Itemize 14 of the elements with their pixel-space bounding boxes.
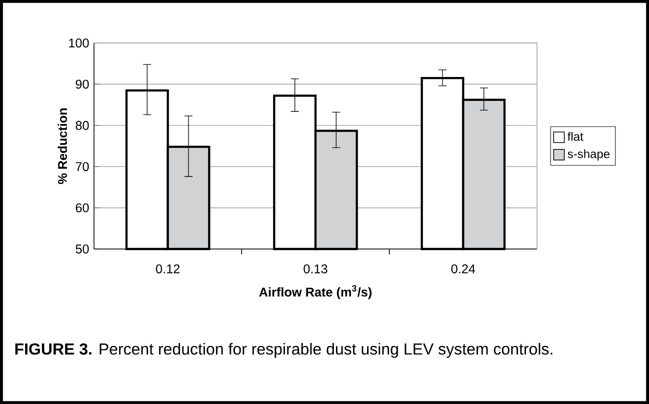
x-axis-title: Airflow Rate (m$^{3}$/s) xyxy=(259,285,372,300)
legend-label: s-shape xyxy=(568,149,610,161)
y-tick-label: 50 xyxy=(76,244,89,254)
y-tick-label: 80 xyxy=(76,120,89,130)
legend-label: flat xyxy=(568,132,584,141)
y-tick-label: 90 xyxy=(76,80,89,89)
y-tick-label: 100 xyxy=(69,38,89,48)
y-tick-label: 70 xyxy=(76,162,89,172)
x-tick-label: 0.12 xyxy=(156,264,180,274)
y-tick-label: 60 xyxy=(76,203,89,212)
x-tick-label: 0.13 xyxy=(304,264,328,274)
x-tick-label: 0.24 xyxy=(451,264,476,274)
y-axis-title: % Reduction xyxy=(58,108,68,184)
text: FIGURE 3. Percent reduction for respirable dust using LEV system controls. xyxy=(15,342,552,358)
